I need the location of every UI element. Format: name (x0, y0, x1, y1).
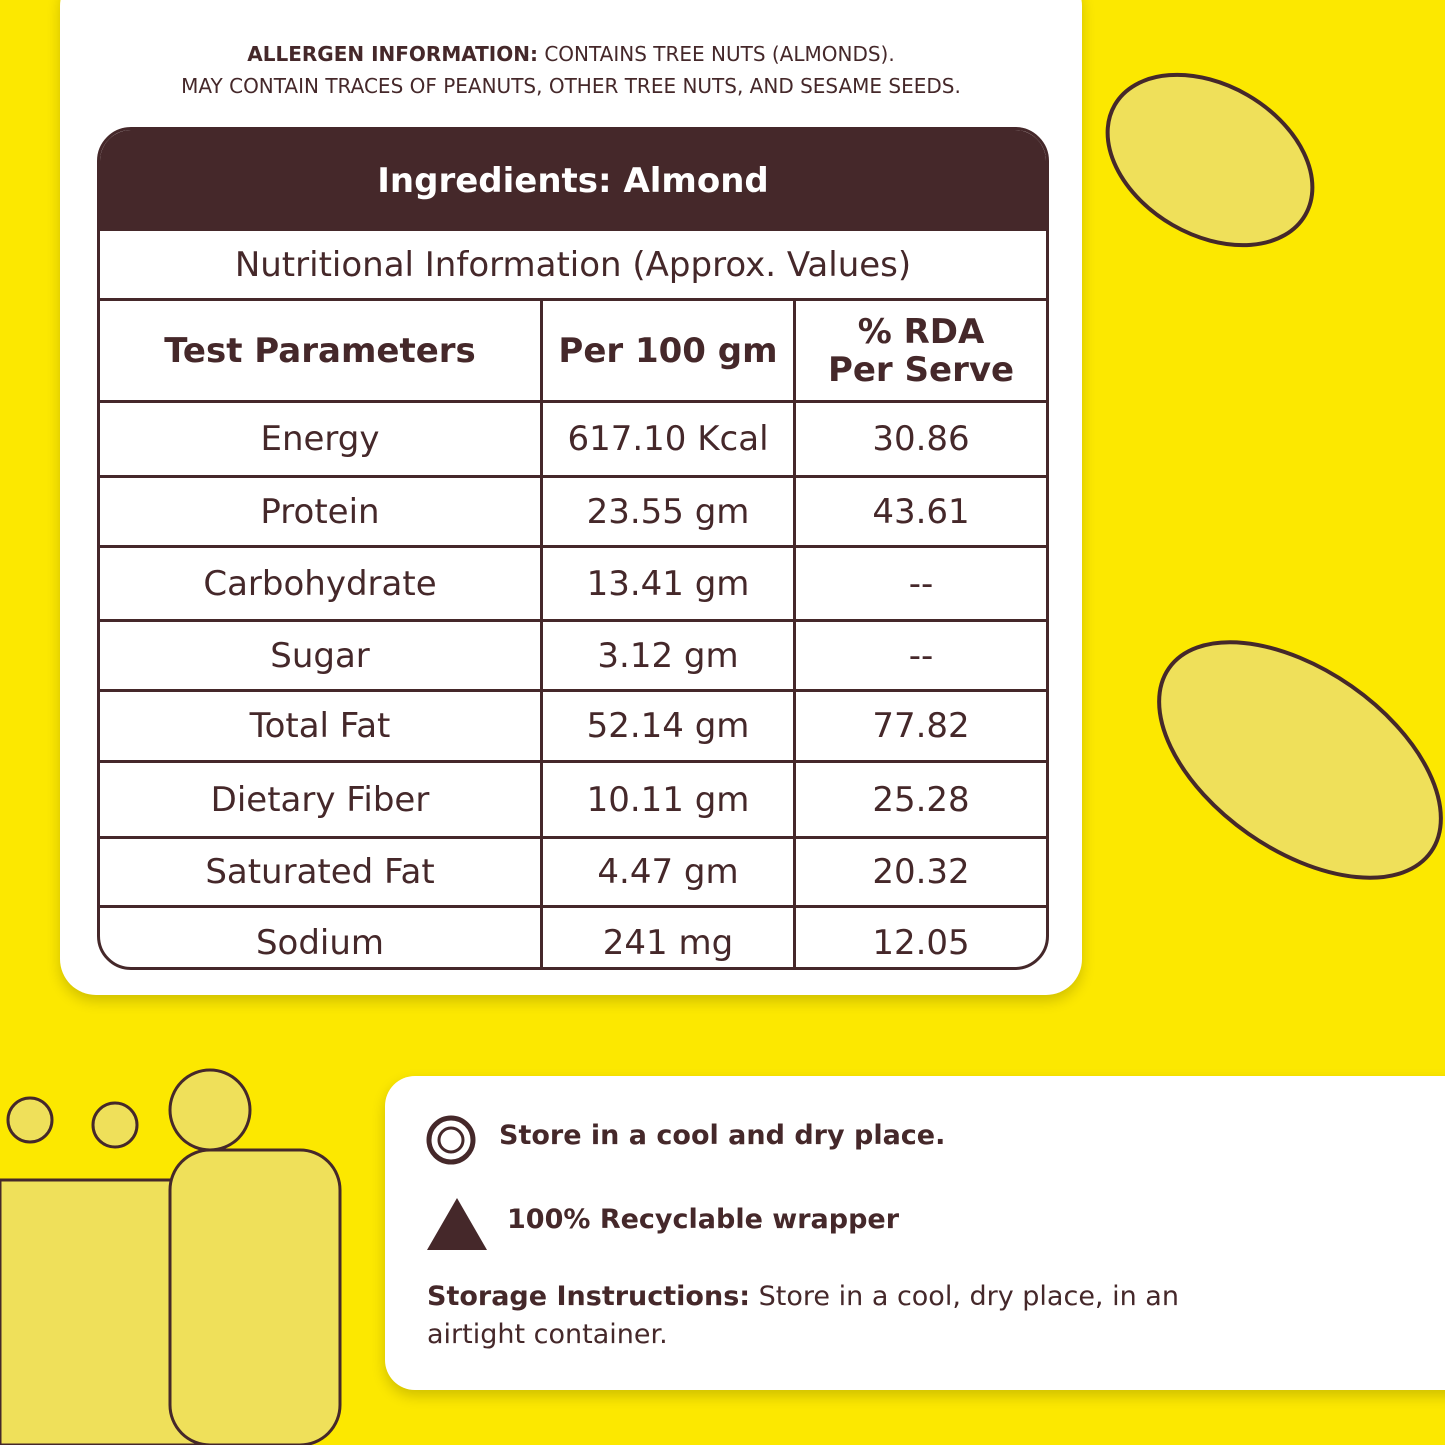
storage-item: Store in a cool and dry place. (499, 1120, 946, 1151)
table-row: Sodium 241 mg 12.05 (100, 908, 1046, 967)
table-cell: 13.41 gm (543, 548, 796, 619)
table-row: Saturated Fat 4.47 gm 20.32 (100, 839, 1046, 908)
almond-illustration (1157, 640, 1443, 880)
instructions-label: Storage Instructions: (427, 1281, 751, 1312)
nutrition-table: Ingredients: Almond Nutritional Informat… (97, 127, 1049, 970)
table-row: Energy 617.10 Kcal 30.86 (100, 403, 1046, 478)
table-cell: 77.82 (872, 706, 970, 746)
cool-dry-icon (426, 1115, 476, 1165)
table-cell: -- (908, 563, 934, 604)
table-cell: 10.11 gm (543, 763, 796, 836)
header-cell: Test Parameters (100, 301, 543, 400)
table-cell: Sugar (100, 622, 543, 689)
header-cell: % RDA Per Serve (796, 301, 1046, 400)
table-cell: -- (908, 635, 934, 676)
table-cell: Dietary Fiber (100, 763, 543, 836)
header-line: Per Serve (827, 349, 1015, 390)
table-cell: 25.28 (872, 779, 970, 820)
workers-illustration (0, 1068, 342, 1445)
table-cell: 43.61 (872, 491, 970, 532)
allergen-label: ALLERGEN INFORMATION: (247, 42, 538, 66)
table-cell: 3.12 gm (543, 622, 796, 689)
allergen-line: ALLERGEN INFORMATION: CONTAINS TREE NUTS… (60, 38, 1082, 70)
table-row: Protein 23.55 gm 43.61 (100, 478, 1046, 548)
table-title: Ingredients: Almond (100, 130, 1046, 231)
table-cell: 12.05 (872, 922, 970, 963)
table-cell: 30.86 (872, 419, 970, 459)
table-cell: 23.55 gm (543, 478, 796, 545)
header-cell: Per 100 gm (543, 301, 796, 400)
header-line: % RDA (857, 311, 985, 352)
storage-box: Store in a cool and dry place. 100% Recy… (385, 1076, 1445, 1390)
table-cell: 52.14 gm (543, 692, 796, 760)
almond-illustration (1105, 72, 1315, 248)
table-cell: 20.32 (872, 852, 970, 892)
instructions-text: Store in a cool, dry place, in an airtig… (427, 1281, 1179, 1350)
table-cell: 241 mg (543, 908, 796, 967)
recycle-icon (427, 1198, 487, 1250)
table-subtitle: Nutritional Information (Approx. Values) (100, 231, 1046, 301)
table-cell: 617.10 Kcal (543, 403, 796, 475)
table-cell: Carbohydrate (100, 548, 543, 619)
table-cell: Saturated Fat (100, 839, 543, 905)
table-row: Dietary Fiber 10.11 gm 25.28 (100, 763, 1046, 839)
allergen-line2: MAY CONTAIN TRACES OF PEANUTS, OTHER TRE… (181, 74, 961, 98)
table-row: Total Fat 52.14 gm 77.82 (100, 692, 1046, 763)
table-cell: Energy (100, 403, 543, 475)
allergen-text: CONTAINS TREE NUTS (ALMONDS). (544, 42, 895, 66)
table-row: Sugar 3.12 gm -- (100, 622, 1046, 692)
allergen-info: ALLERGEN INFORMATION: CONTAINS TREE NUTS… (60, 38, 1082, 102)
table-cell: Sodium (100, 908, 543, 967)
table-cell: Protein (100, 478, 543, 545)
table-cell: 4.47 gm (543, 839, 796, 905)
header-row: Test Parameters Per 100 gm% RDA Per Serve (100, 301, 1046, 403)
table-row: Carbohydrate 13.41 gm -- (100, 548, 1046, 622)
table-cell: Total Fat (100, 692, 543, 760)
storage-instructions: Storage Instructions: Store in a cool, d… (427, 1278, 1187, 1354)
storage-item: 100% Recyclable wrapper (507, 1204, 900, 1235)
